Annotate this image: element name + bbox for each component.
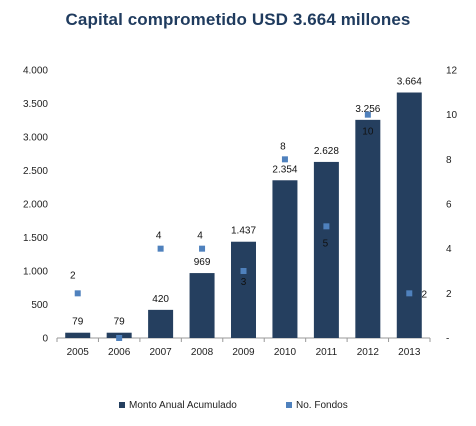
x-tick-label: 2008: [191, 347, 214, 358]
y-left-tick-label: 3.500: [23, 99, 48, 110]
y-right-tick-label: -: [446, 334, 449, 345]
y-right-tick-label: 12: [446, 66, 458, 77]
y-left-tick-label: 500: [31, 300, 48, 311]
bar: [272, 180, 298, 338]
y-left-tick-label: 1.500: [23, 233, 48, 244]
y-right-tick-label: 2: [446, 289, 452, 300]
legend-label-points: No. Fondos: [296, 400, 348, 411]
bar-data-label: 2.628: [314, 146, 339, 157]
point-data-label: 8: [280, 141, 286, 152]
y-right-tick-label: 10: [446, 110, 458, 121]
point: [406, 290, 413, 297]
bar-data-label: 969: [194, 257, 211, 268]
bar-data-label: 3.256: [355, 104, 380, 115]
bar-data-label: 79: [114, 317, 126, 328]
x-tick-label: 2007: [149, 347, 172, 358]
y-right-tick-label: 4: [446, 244, 452, 255]
point: [157, 245, 164, 252]
legend-swatch-bars: [119, 402, 125, 408]
point-data-label: 4: [197, 231, 203, 242]
bar-data-label: 2.354: [272, 164, 297, 175]
bar: [65, 332, 91, 338]
x-tick-label: 2005: [67, 347, 90, 358]
bar: [189, 273, 215, 338]
x-tick-label: 2012: [357, 347, 380, 358]
y-left-tick-label: 2.000: [23, 200, 48, 211]
point-data-label: 4: [156, 231, 162, 242]
point-data-label: 3: [241, 277, 247, 288]
bar: [313, 161, 339, 338]
point: [240, 268, 247, 274]
x-tick-label: 2013: [398, 347, 421, 358]
y-left-tick-label: 2.500: [23, 166, 48, 177]
y-left-tick-label: 3.000: [23, 133, 48, 144]
point: [74, 290, 81, 297]
point-data-label: 2: [421, 289, 427, 300]
bar: [148, 309, 174, 338]
legend-swatch-points: [286, 402, 292, 408]
point-data-label: 2: [70, 270, 76, 281]
bar-data-label: 3.664: [397, 77, 422, 88]
bar: [231, 241, 256, 338]
x-tick-label: 2009: [232, 347, 255, 358]
bar-data-label: 420: [152, 294, 169, 305]
point: [116, 335, 123, 341]
bar-data-label: 79: [72, 317, 84, 328]
bar: [396, 92, 422, 339]
y-left-tick-label: 0: [42, 334, 48, 345]
chart-title: Capital comprometido USD 3.664 millones: [65, 10, 411, 29]
y-right-tick-label: 6: [446, 200, 452, 211]
point: [364, 111, 371, 118]
point: [323, 223, 330, 230]
point: [281, 156, 288, 163]
y-right-tick-label: 8: [446, 155, 452, 166]
point-data-label: 5: [323, 238, 329, 249]
x-tick-label: 2010: [274, 347, 297, 358]
bar: [355, 119, 381, 339]
bar-data-label: 1.437: [231, 226, 256, 237]
y-left-tick-label: 1.000: [23, 267, 48, 278]
point: [199, 245, 206, 252]
legend-label-bars: Monto Anual Acumulado: [129, 400, 237, 411]
x-tick-label: 2006: [108, 347, 131, 358]
x-tick-label: 2011: [316, 347, 338, 358]
y-left-tick-label: 4.000: [23, 66, 48, 77]
point-data-label: 10: [362, 127, 374, 138]
